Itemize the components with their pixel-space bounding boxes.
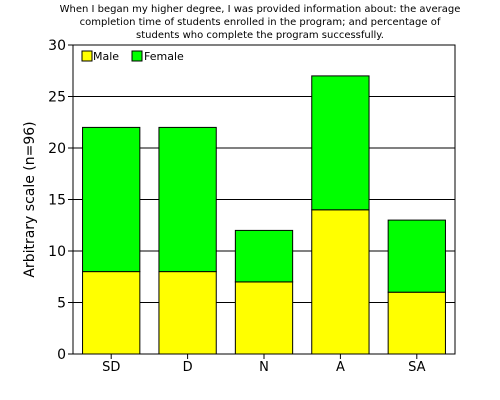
chart-title: When I began my higher degree, I was pro… (40, 3, 480, 42)
x-tick-label: SD (102, 360, 120, 375)
y-tick-label: 20 (48, 141, 66, 157)
bar-female-sa (387, 219, 446, 293)
x-tick-label: N (259, 360, 269, 375)
y-tick-label: 10 (48, 244, 66, 260)
y-tick-label: 15 (48, 193, 66, 209)
bar-female-n (234, 229, 294, 283)
y-tick-label: 25 (48, 90, 66, 106)
title-line-2: completion time of students enrolled in … (79, 17, 441, 28)
y-axis-label: Arbitrary scale (n=96) (22, 121, 38, 277)
bar-female-sd (82, 126, 141, 273)
legend-label-female: Female (144, 50, 184, 63)
x-tick-label: D (183, 360, 193, 375)
bar-male-sd (82, 271, 141, 355)
axis-ticks: 0 5 10 15 20 25 30 SD D N A SA (48, 38, 425, 375)
y-tick-label: 0 (57, 347, 66, 363)
bar-male-d (158, 271, 217, 355)
legend-label-male: Male (93, 50, 119, 63)
y-tick-label: 30 (48, 38, 66, 54)
bar-female-d (158, 126, 217, 273)
bar-male-a (311, 209, 370, 355)
bar-male-n (234, 281, 294, 355)
legend-swatch-male (81, 50, 93, 62)
y-tick-label: 5 (57, 296, 66, 312)
bar-female-a (311, 75, 370, 211)
x-tick-label: A (336, 360, 345, 375)
bars (82, 75, 446, 355)
legend-swatch-female (131, 50, 143, 62)
x-tick-label: SA (408, 360, 425, 375)
title-line-1: When I began my higher degree, I was pro… (59, 4, 461, 15)
legend: Male Female (81, 50, 184, 63)
title-line-3: students who complete the program succes… (136, 30, 384, 41)
bar-male-sa (387, 291, 446, 355)
